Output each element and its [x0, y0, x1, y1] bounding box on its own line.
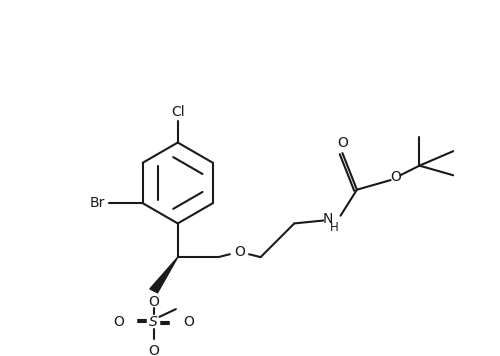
Text: O: O [148, 295, 159, 309]
Polygon shape [150, 257, 178, 293]
Text: O: O [148, 344, 159, 356]
Text: O: O [234, 245, 245, 259]
Text: S: S [150, 315, 158, 329]
Text: O: O [337, 136, 348, 151]
Text: O: O [390, 170, 401, 184]
Text: O: O [183, 315, 194, 329]
Text: O: O [114, 315, 124, 329]
Text: N: N [323, 211, 333, 226]
Text: H: H [330, 221, 339, 234]
Text: Br: Br [90, 196, 105, 210]
Text: Cl: Cl [171, 105, 184, 119]
